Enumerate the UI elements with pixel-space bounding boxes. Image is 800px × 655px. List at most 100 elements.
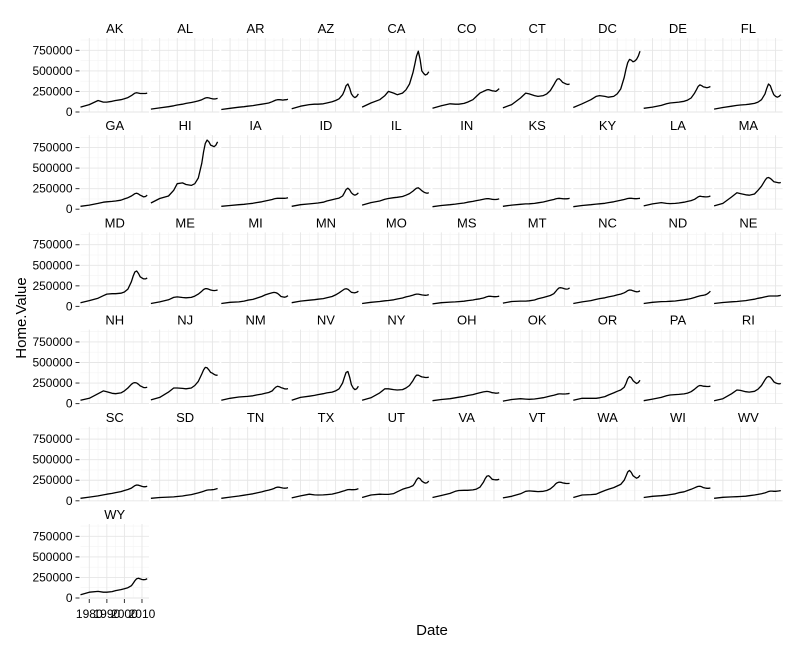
panel-strip-label: AR <box>247 21 265 36</box>
y-tick-label: 750000 <box>32 335 72 349</box>
panel-background <box>643 426 713 501</box>
series-line <box>502 197 570 207</box>
panel-background <box>150 329 220 404</box>
facet-panel: OK <box>502 313 572 405</box>
series-line <box>291 288 359 304</box>
series-line <box>643 195 711 207</box>
panel-background <box>432 38 501 112</box>
facet-panel: CT <box>502 21 572 113</box>
series-line <box>150 139 219 204</box>
panel-background <box>362 135 431 210</box>
y-tick-label: 0 <box>66 494 73 508</box>
series-line <box>80 381 148 401</box>
series-line <box>643 84 711 109</box>
panel-strip-label: NM <box>245 313 265 328</box>
panel-strip-label: GA <box>105 118 124 133</box>
facet-panel: RI <box>713 313 783 405</box>
y-tick-label: 500000 <box>32 453 72 467</box>
facet-panel: AZ <box>291 21 361 113</box>
y-tick-label: 0 <box>66 202 73 216</box>
panel-strip-label: AZ <box>318 21 335 36</box>
series-line <box>502 481 570 499</box>
panel-strip-label: SD <box>176 410 194 425</box>
facet-panel: MN <box>291 215 361 307</box>
panel-background <box>291 232 361 307</box>
panel-strip-label: ND <box>669 215 688 230</box>
series-line <box>221 385 289 401</box>
panel-background <box>643 135 713 210</box>
y-axis-title: Home.Value <box>13 277 30 358</box>
facet-panel: KY <box>573 118 642 210</box>
panel-background <box>80 426 149 501</box>
panel-strip-label: SC <box>106 410 124 425</box>
panel-strip-label: MO <box>386 215 407 230</box>
panel-background <box>573 232 642 307</box>
series-line <box>714 489 781 499</box>
y-tick-label: 250000 <box>32 182 72 196</box>
facet-panel: WA <box>573 410 642 502</box>
series-line <box>150 288 218 305</box>
panel-strip-label: ID <box>319 118 332 133</box>
facet-panel: AR <box>221 21 290 113</box>
series-line <box>150 487 218 499</box>
y-tick-label: 250000 <box>32 279 72 293</box>
panel-strip-label: VA <box>459 410 476 425</box>
y-tick-label: 750000 <box>32 432 72 446</box>
panel-background <box>714 232 783 307</box>
x-tick-label: 1980 <box>76 607 103 621</box>
y-tick-label: 250000 <box>32 84 72 98</box>
panel-strip-label: CT <box>528 21 545 36</box>
x-axis-title: Date <box>416 622 448 639</box>
panel-strip-label: TN <box>247 410 264 425</box>
panel-background <box>291 135 361 210</box>
panel-strip-label: TX <box>318 410 335 425</box>
panel-background <box>432 135 501 210</box>
facet-panel: DE <box>643 21 713 113</box>
panel-strip-label: NC <box>598 215 617 230</box>
facet-panel: NE <box>714 215 783 307</box>
panel-background <box>502 329 572 404</box>
series-line <box>221 98 289 111</box>
series-line <box>502 392 570 402</box>
panel-strip-label: OH <box>457 313 477 328</box>
series-line <box>432 390 500 402</box>
facet-panel: NV <box>291 313 361 405</box>
series-line <box>80 92 148 108</box>
panel-strip-label: NJ <box>177 313 193 328</box>
series-line <box>573 469 641 499</box>
panel-background <box>80 232 149 307</box>
panel-strip-label: RI <box>742 313 755 328</box>
panel-background <box>502 426 572 501</box>
series-line <box>221 291 289 305</box>
x-tick-label: 2000 <box>111 607 138 621</box>
series-line <box>573 375 641 401</box>
facet-panel: NC <box>573 215 642 307</box>
panel-strip-label: LA <box>670 118 686 133</box>
y-tick-label: 500000 <box>32 161 72 175</box>
series-line <box>502 78 570 109</box>
facet-panel: FL <box>713 21 783 113</box>
series-line <box>713 83 782 110</box>
y-tick-label: 250000 <box>32 570 72 584</box>
panel-strip-label: MI <box>248 215 262 230</box>
panel-strip-label: CA <box>387 21 405 36</box>
panel-strip-label: UT <box>388 410 405 425</box>
series-line <box>361 187 429 206</box>
panel-background <box>221 426 290 501</box>
panel-strip-label: OK <box>528 313 547 328</box>
y-tick-label: 500000 <box>32 64 72 78</box>
series-line <box>713 176 781 207</box>
panel-strip-label: IN <box>460 118 473 133</box>
facet-panel: ID <box>291 118 361 210</box>
facet-panel: TX <box>291 410 361 502</box>
series-line <box>361 50 430 108</box>
facet-panel: GA 0 250000 500000 750000 <box>32 118 149 216</box>
panel-background <box>714 38 783 112</box>
panel-background <box>362 38 431 112</box>
facet-panel: WI <box>643 410 713 502</box>
series-line <box>291 83 359 110</box>
facet-panel: NM <box>221 313 290 405</box>
panel-strip-label: NV <box>317 313 335 328</box>
facet-panel: LA <box>643 118 713 210</box>
